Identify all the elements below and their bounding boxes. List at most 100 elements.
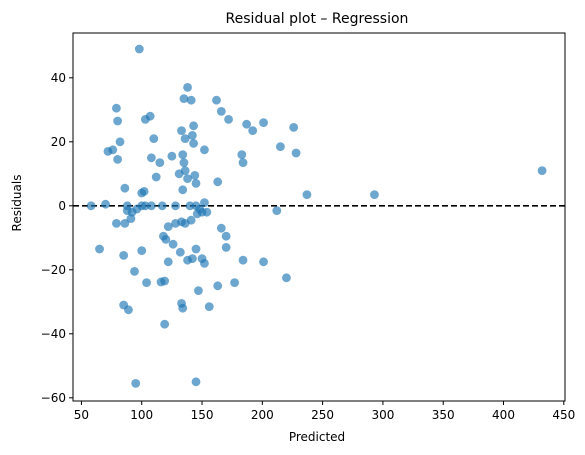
y-tick-label: 40 — [51, 71, 66, 85]
scatter-point — [145, 111, 155, 121]
scatter-point — [370, 190, 379, 200]
scatter-point — [122, 206, 132, 216]
chart-title: Residual plot – Regression — [226, 11, 409, 27]
x-tick-label: 350 — [432, 408, 455, 422]
scatter-point — [248, 126, 258, 135]
scatter-point — [86, 201, 96, 211]
scatter-point — [180, 134, 190, 144]
scatter-point — [191, 244, 201, 254]
x-tick-label: 400 — [492, 408, 515, 422]
x-tick-label: 250 — [311, 408, 334, 422]
scatter-point — [213, 281, 223, 291]
scatter-point — [157, 201, 167, 211]
scatter-point — [183, 83, 192, 92]
scatter-point — [146, 201, 156, 211]
scatter-point — [259, 257, 268, 267]
scatter-point — [175, 247, 185, 257]
scatter-point — [120, 219, 130, 228]
scatter-point — [204, 302, 214, 311]
scatter-point — [186, 95, 196, 105]
scatter-point — [161, 235, 171, 244]
scatter-point — [160, 319, 170, 329]
scatter-point — [230, 278, 239, 287]
scatter-point — [221, 243, 231, 252]
scatter-point — [189, 139, 198, 148]
scatter-point — [108, 145, 118, 155]
scatter-point — [113, 155, 123, 164]
scatter-point — [113, 116, 123, 126]
x-tick-label: 200 — [251, 408, 274, 422]
scatter-point — [163, 222, 173, 232]
y-tick-label: −40 — [41, 327, 66, 341]
y-tick-label: −60 — [41, 391, 66, 405]
scatter-point — [194, 286, 203, 295]
y-tick-label: −20 — [41, 263, 66, 277]
scatter-point — [185, 201, 195, 211]
scatter-point — [289, 123, 299, 132]
scatter-point — [174, 169, 184, 179]
scatter-point — [216, 223, 226, 233]
scatter-point — [179, 94, 189, 103]
scatter-point — [272, 206, 282, 216]
scatter-point — [213, 177, 223, 187]
scatter-point — [238, 158, 248, 168]
scatter-point — [177, 126, 186, 135]
scatter-point — [95, 244, 104, 254]
scatter-point — [178, 150, 188, 160]
scatter-point — [155, 158, 165, 168]
scatter-point — [131, 379, 141, 388]
plot-area: 50 100 150 200 250 300 350 400 450 −60 −40 −20 0 20 40 — [41, 32, 575, 422]
scatter-point — [212, 95, 221, 105]
scatter-point — [119, 251, 129, 260]
scatter-point — [124, 305, 133, 315]
scatter-point — [221, 231, 231, 241]
scatter-point — [151, 172, 161, 182]
scatter-point — [112, 103, 121, 113]
scatter-point — [302, 190, 312, 200]
x-tick-label: 100 — [130, 408, 153, 422]
y-tick-label: 0 — [58, 199, 66, 213]
plot-frame — [72, 32, 566, 402]
scatter-point — [259, 118, 268, 127]
scatter-point — [156, 277, 166, 287]
x-tick-label: 150 — [191, 408, 214, 422]
scatter-point — [191, 179, 201, 188]
scatter-point — [202, 207, 212, 217]
scatter-point — [183, 174, 192, 184]
scatter-point — [187, 131, 197, 140]
x-axis-label: Predicted — [289, 430, 345, 444]
scatter-point — [238, 255, 248, 265]
scatter-point — [139, 187, 149, 196]
scatter-point — [126, 214, 136, 224]
scatter-point — [291, 148, 301, 158]
scatter-point — [189, 121, 198, 131]
scatter-point — [171, 219, 180, 228]
scatter-point — [186, 215, 196, 225]
scatter-point — [112, 219, 121, 228]
scatter-point — [200, 145, 209, 155]
scatter-point — [149, 134, 159, 144]
scatter-point — [168, 239, 178, 249]
scatter-point — [130, 267, 139, 276]
scatter-point — [163, 257, 173, 267]
scatter-point — [142, 278, 151, 287]
scatter-point — [191, 377, 201, 387]
scatter-point — [178, 303, 188, 313]
scatter-point — [242, 119, 252, 129]
scatter-point — [237, 150, 247, 160]
scatter-point — [171, 201, 180, 211]
scatter-point — [224, 115, 233, 124]
scatter-point — [167, 151, 177, 161]
scatter-point — [192, 209, 202, 219]
scatter-point — [276, 142, 285, 152]
scatter-point — [537, 166, 547, 176]
scatter-point — [179, 158, 189, 168]
scatter-point — [134, 44, 144, 54]
scatter-point — [183, 255, 192, 265]
scatter-point — [120, 183, 130, 193]
y-tick-label: 20 — [51, 135, 66, 149]
y-axis-label: Residuals — [10, 175, 24, 232]
scatter-point — [200, 259, 209, 268]
x-tick-label: 50 — [74, 408, 89, 422]
